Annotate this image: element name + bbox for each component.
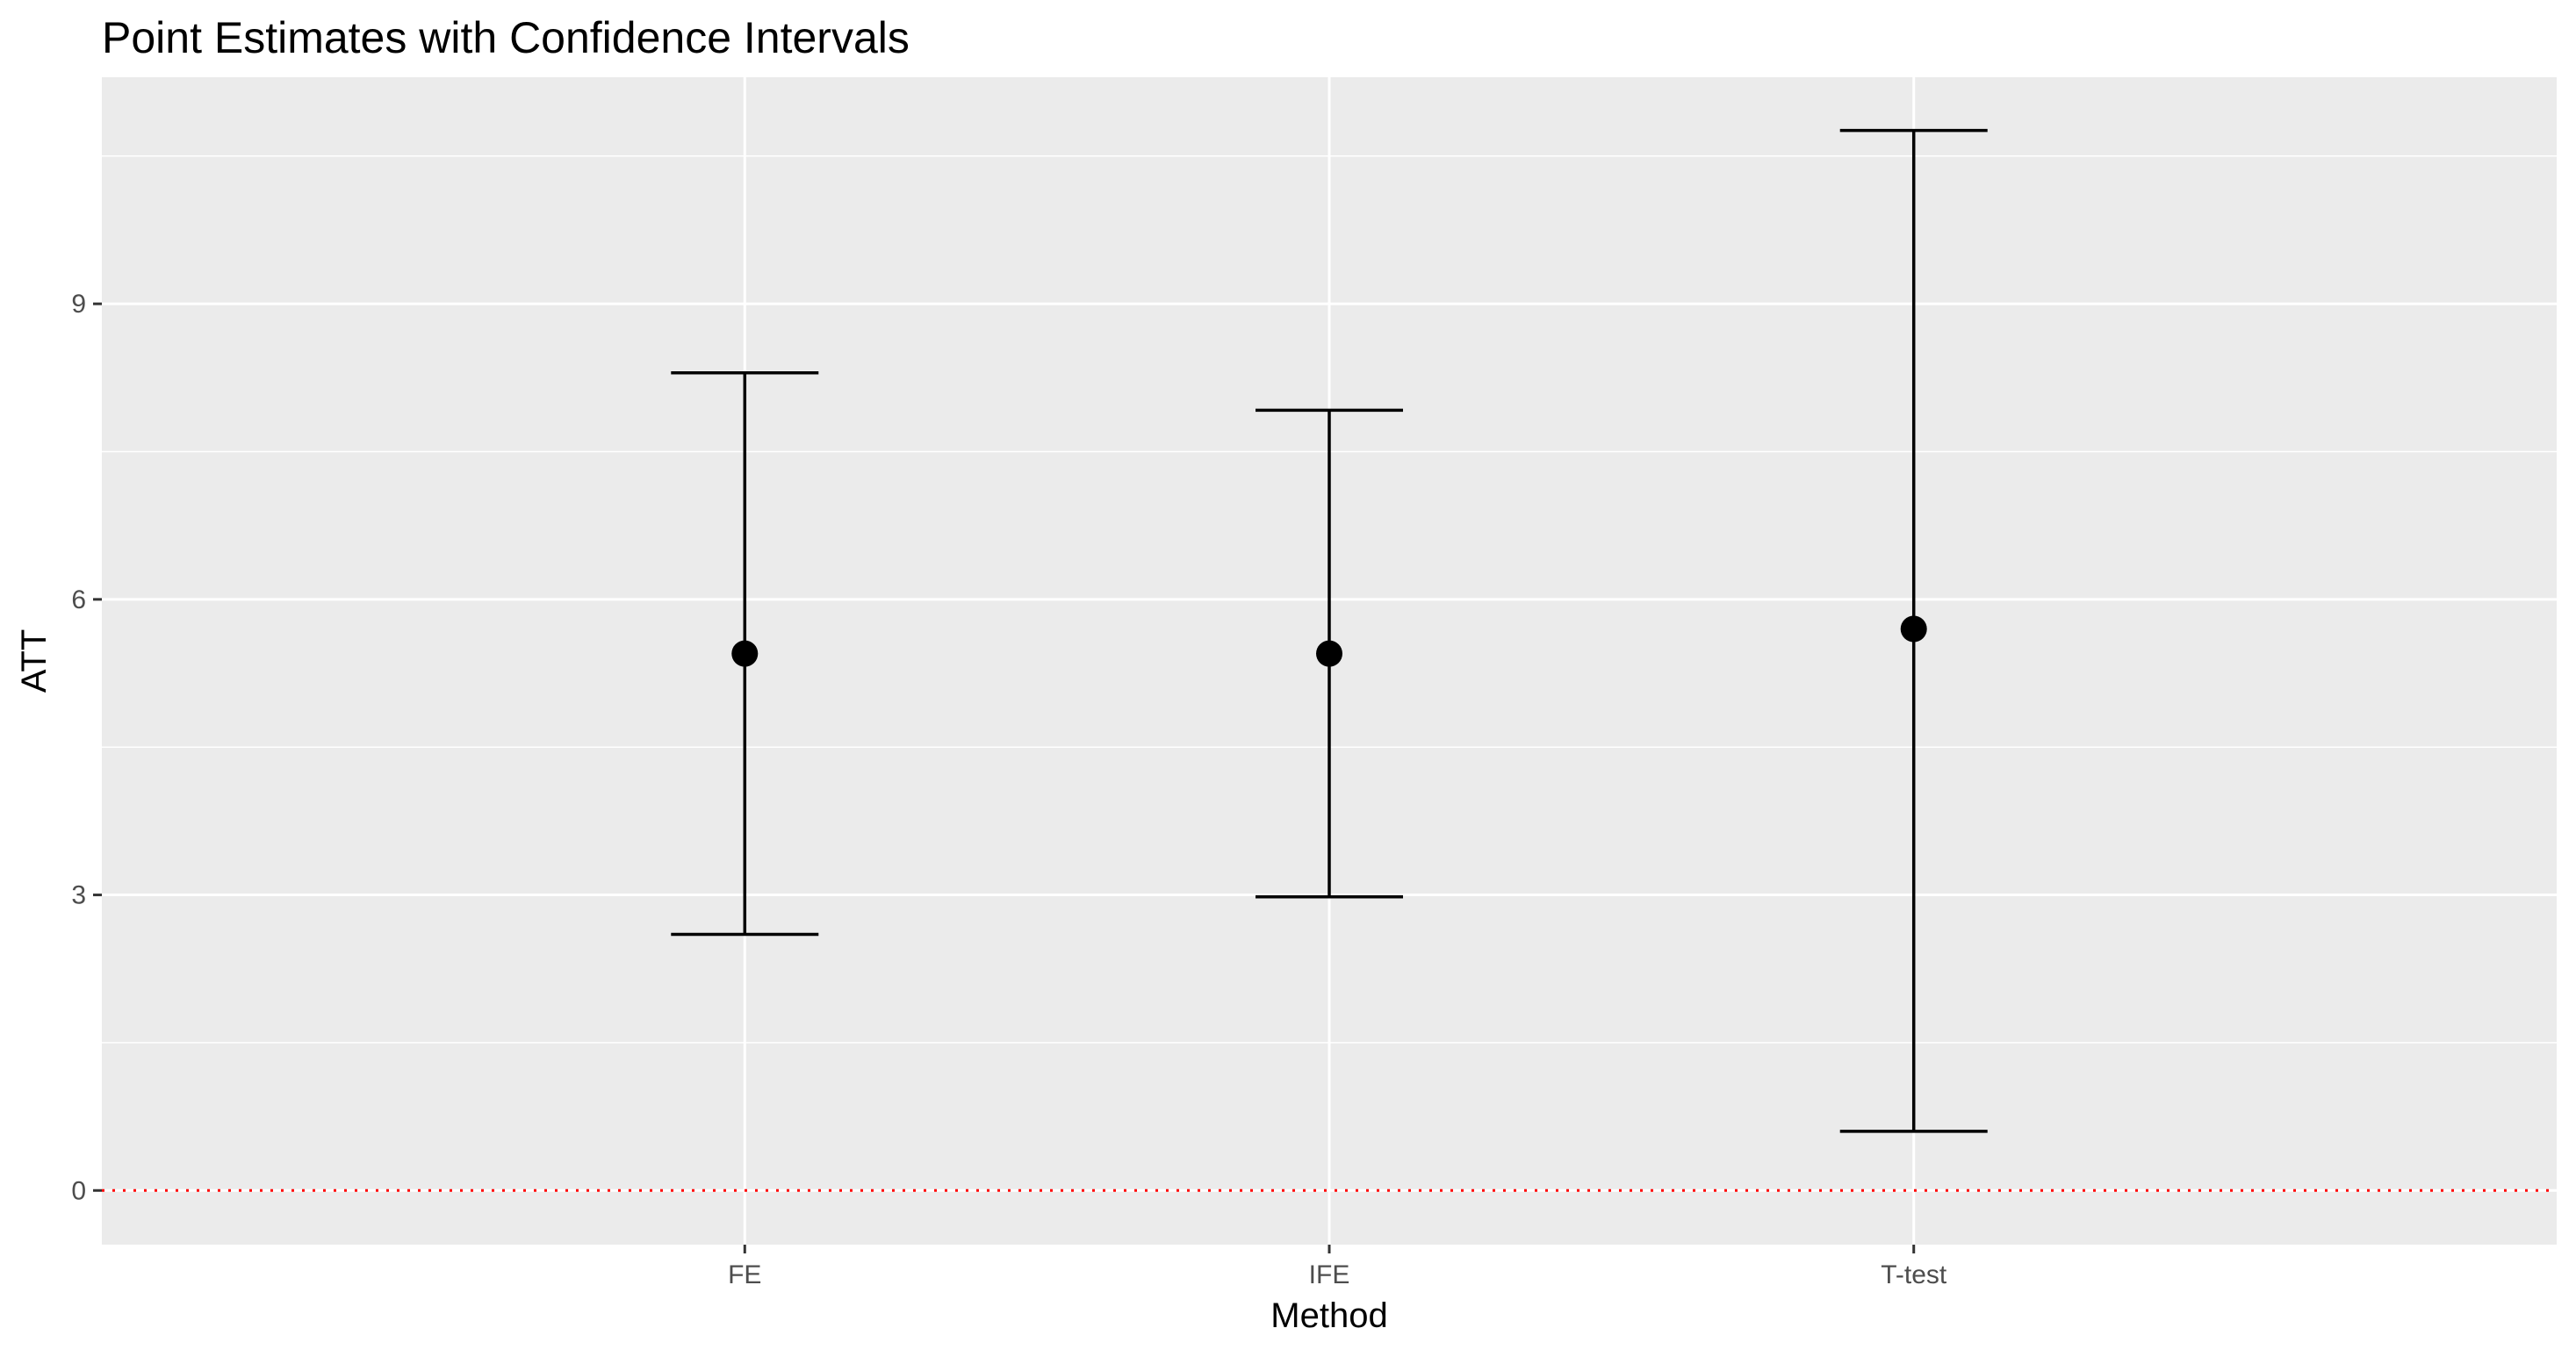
point-estimate-t-test (1900, 615, 1927, 643)
chart-title: Point Estimates with Confidence Interval… (102, 13, 910, 62)
x-tick-label: FE (728, 1260, 761, 1289)
y-axis-title: ATT (15, 629, 54, 693)
y-axis-ticks: 0 3 6 9 (71, 290, 102, 1205)
x-tick-label: T-test (1881, 1260, 1947, 1289)
point-estimates (731, 615, 1927, 667)
x-axis-title: Method (1270, 1296, 1387, 1335)
y-tick-label: 3 (71, 881, 86, 910)
x-axis-ticks: FE IFE T-test (728, 1245, 1947, 1289)
y-tick-label: 6 (71, 585, 86, 614)
point-estimate-fe (731, 640, 759, 667)
y-tick-label: 0 (71, 1176, 86, 1205)
y-tick-label: 9 (71, 290, 86, 319)
x-tick-label: IFE (1309, 1260, 1350, 1289)
point-estimate-ife (1316, 640, 1342, 667)
